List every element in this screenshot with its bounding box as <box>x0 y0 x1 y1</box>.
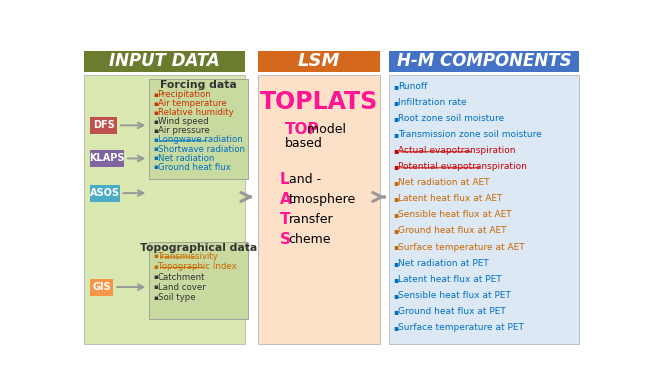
Text: ▪: ▪ <box>154 137 159 143</box>
Text: ▪: ▪ <box>393 323 399 332</box>
Text: Root zone soil moisture: Root zone soil moisture <box>398 114 504 123</box>
Text: ▪: ▪ <box>393 307 399 316</box>
Text: tmosphere: tmosphere <box>289 193 356 206</box>
Text: Potential evapotranspiration: Potential evapotranspiration <box>398 162 527 172</box>
Bar <box>258 51 380 72</box>
Text: Sensible heat flux at PET: Sensible heat flux at PET <box>398 291 510 300</box>
Text: TOP: TOP <box>285 122 320 136</box>
Text: ▪: ▪ <box>393 179 399 188</box>
Text: Land cover: Land cover <box>158 283 205 292</box>
Text: ▪: ▪ <box>154 253 159 259</box>
Text: L: L <box>280 172 290 187</box>
Text: Ground heat flux: Ground heat flux <box>158 163 230 172</box>
Text: Soil type: Soil type <box>158 293 195 302</box>
Text: ▪: ▪ <box>154 295 159 301</box>
Text: Transmissivity: Transmissivity <box>158 252 219 261</box>
Text: Air temperature: Air temperature <box>158 99 226 108</box>
Text: ▪: ▪ <box>154 274 159 280</box>
Text: ▪: ▪ <box>154 284 159 291</box>
Bar <box>84 74 245 344</box>
Text: Relative humidity: Relative humidity <box>158 108 234 117</box>
Text: DFS: DFS <box>93 121 115 130</box>
Text: S: S <box>280 232 291 247</box>
Text: Surface temperature at PET: Surface temperature at PET <box>398 323 523 332</box>
Text: and -: and - <box>289 173 321 186</box>
Text: Net radiation at AET: Net radiation at AET <box>398 179 489 188</box>
Text: Transmission zone soil moisture: Transmission zone soil moisture <box>398 130 542 139</box>
Bar <box>90 150 124 167</box>
Text: ▪: ▪ <box>393 275 399 284</box>
Text: T: T <box>280 212 291 227</box>
Bar <box>84 51 245 72</box>
Text: ▪: ▪ <box>393 243 399 252</box>
Text: cheme: cheme <box>289 233 331 246</box>
Text: Catchment: Catchment <box>158 273 205 282</box>
Text: ASOS: ASOS <box>90 188 120 198</box>
Text: Forcing data: Forcing data <box>160 80 237 90</box>
Text: A: A <box>280 192 292 207</box>
Text: ▪: ▪ <box>393 227 399 236</box>
Text: LSM: LSM <box>298 52 340 71</box>
Text: ▪: ▪ <box>393 259 399 268</box>
Text: Longwave radiation: Longwave radiation <box>158 135 243 144</box>
Text: ▪: ▪ <box>393 130 399 139</box>
Bar <box>90 184 120 202</box>
Text: ▪: ▪ <box>154 264 159 269</box>
Text: KLAPS: KLAPS <box>89 153 125 163</box>
Text: Wind speed: Wind speed <box>158 117 208 126</box>
Bar <box>258 74 380 344</box>
Text: based: based <box>285 136 323 149</box>
Text: Air pressure: Air pressure <box>158 126 210 135</box>
Bar <box>149 242 248 319</box>
Text: ▪: ▪ <box>393 195 399 204</box>
Text: ▪: ▪ <box>393 291 399 300</box>
Text: Topographic Index: Topographic Index <box>158 262 236 271</box>
Text: INPUT DATA: INPUT DATA <box>109 52 220 71</box>
Text: Net radiation: Net radiation <box>158 154 214 163</box>
Text: ▪: ▪ <box>393 146 399 155</box>
Bar <box>389 74 579 344</box>
Text: Ground heat flux at AET: Ground heat flux at AET <box>398 227 507 236</box>
Text: ▪: ▪ <box>154 146 159 152</box>
Text: Topographical data: Topographical data <box>140 243 258 253</box>
Text: Precipitation: Precipitation <box>158 90 212 99</box>
Bar <box>90 117 117 134</box>
Text: H-M COMPONENTS: H-M COMPONENTS <box>397 52 571 71</box>
Text: ▪: ▪ <box>393 162 399 172</box>
Text: TOPLATS: TOPLATS <box>259 90 378 114</box>
Text: Shortwave radiation: Shortwave radiation <box>158 145 245 154</box>
Text: Actual evapotranspiration: Actual evapotranspiration <box>398 146 516 155</box>
Text: ▪: ▪ <box>154 128 159 134</box>
Text: Ground heat flux at PET: Ground heat flux at PET <box>398 307 505 316</box>
Text: ▪: ▪ <box>393 211 399 220</box>
Bar <box>389 51 579 72</box>
Text: Latent heat flux at AET: Latent heat flux at AET <box>398 195 502 204</box>
Text: ▪: ▪ <box>393 82 399 91</box>
Text: ▪: ▪ <box>154 119 159 125</box>
Text: ▪: ▪ <box>154 101 159 106</box>
Text: ▪: ▪ <box>393 114 399 123</box>
Text: Sensible heat flux at AET: Sensible heat flux at AET <box>398 211 512 220</box>
Text: ransfer: ransfer <box>289 213 333 226</box>
Text: ▪: ▪ <box>393 98 399 107</box>
Text: ▪: ▪ <box>154 155 159 161</box>
Text: ▪: ▪ <box>154 110 159 116</box>
Text: Runoff: Runoff <box>398 82 427 91</box>
Text: Latent heat flux at PET: Latent heat flux at PET <box>398 275 501 284</box>
Bar <box>90 278 113 296</box>
Bar <box>149 79 248 179</box>
Text: Surface temperature at AET: Surface temperature at AET <box>398 243 525 252</box>
Text: Infiltration rate: Infiltration rate <box>398 98 466 107</box>
Text: model: model <box>303 123 346 136</box>
Text: ▪: ▪ <box>154 92 159 98</box>
Text: ▪: ▪ <box>154 164 159 170</box>
Text: GIS: GIS <box>93 282 111 292</box>
Text: Net radiation at PET: Net radiation at PET <box>398 259 488 268</box>
